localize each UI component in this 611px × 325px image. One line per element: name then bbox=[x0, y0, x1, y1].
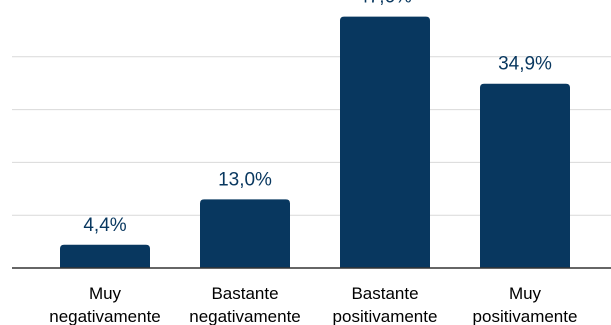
data-labels: 4,4% 13,0% 47,6% 34,9% bbox=[83, 0, 552, 236]
bar bbox=[60, 244, 150, 268]
category-label: Muy bbox=[89, 284, 122, 303]
data-label: 4,4% bbox=[83, 215, 126, 236]
category-label: positivamente bbox=[333, 307, 438, 325]
bar bbox=[200, 199, 290, 268]
data-label: 47,6% bbox=[358, 0, 412, 8]
bar bbox=[480, 83, 570, 268]
bars bbox=[60, 16, 570, 269]
data-label: 13,0% bbox=[218, 169, 272, 190]
category-label: Muy bbox=[509, 284, 542, 303]
category-label: positivamente bbox=[473, 307, 578, 325]
category-label: negativamente bbox=[49, 307, 161, 325]
category-label: negativamente bbox=[189, 307, 301, 325]
bar bbox=[340, 16, 430, 269]
category-labels: Muy negativamente Bastante negativamente Bas… bbox=[49, 284, 577, 325]
category-label: Bastante bbox=[351, 284, 418, 303]
data-label: 34,9% bbox=[498, 54, 552, 75]
category-label: Bastante bbox=[211, 284, 278, 303]
